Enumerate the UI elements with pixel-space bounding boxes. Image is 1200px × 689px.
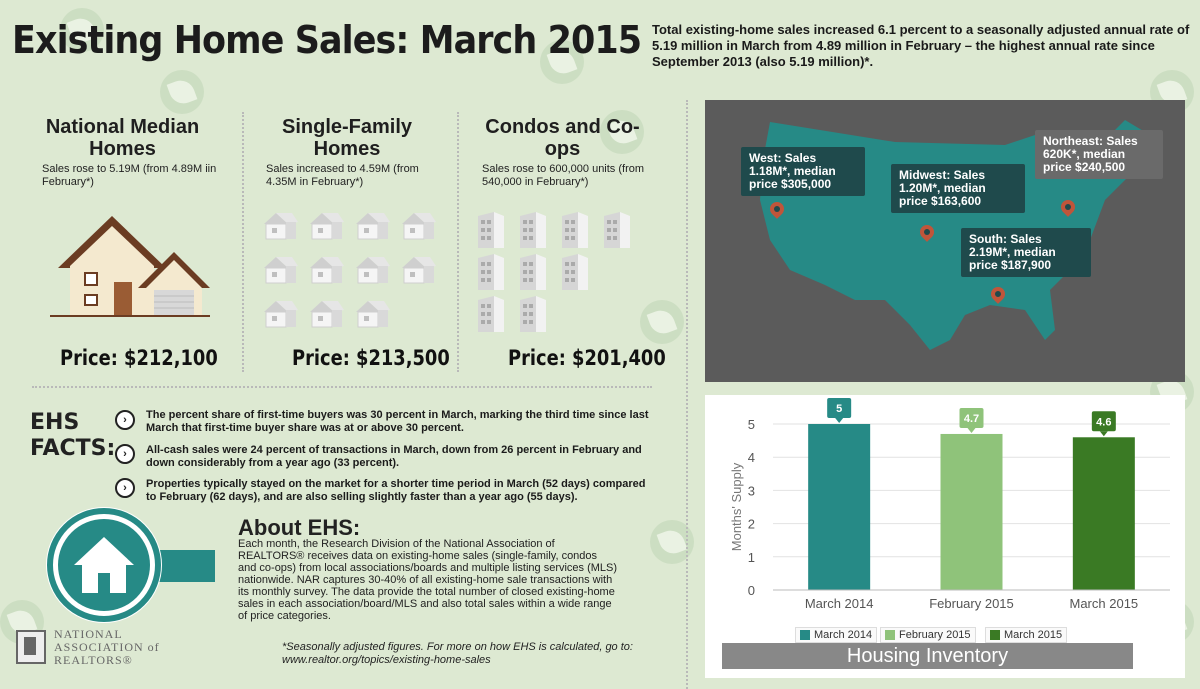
condo-building-icon xyxy=(604,212,630,248)
region-callout-northeast: Northeast: Sales 620K*, median price $24… xyxy=(1035,130,1163,179)
legend-swatch xyxy=(990,630,1000,640)
legend-item: February 2015 xyxy=(880,627,976,643)
bar xyxy=(1072,437,1135,590)
leaf-decoration xyxy=(540,40,584,84)
logo-line3: REALTORS® xyxy=(54,653,133,667)
condo-building-icon xyxy=(562,212,588,248)
price-single-family: Price: $213,500 xyxy=(292,346,450,370)
small-house-icon xyxy=(310,301,344,328)
condo-building-icon xyxy=(478,212,504,248)
section-divider xyxy=(32,386,652,388)
leaf-decoration xyxy=(60,8,104,52)
data-label-pointer xyxy=(835,418,844,423)
chart-footer-title: Housing Inventory xyxy=(722,643,1133,669)
y-tick-label: 4 xyxy=(748,450,755,465)
facts-heading: EHS FACTS: xyxy=(30,410,115,462)
data-label-box xyxy=(827,398,852,418)
chevron-right-icon: › xyxy=(115,410,135,430)
condo-building-icon xyxy=(478,296,504,332)
realtor-r-icon xyxy=(16,630,46,664)
data-label-pointer xyxy=(1099,431,1108,437)
fact-item: The percent share of first-time buyers w… xyxy=(146,409,649,434)
small-house-icon xyxy=(356,301,390,328)
data-label: 5 xyxy=(836,403,842,415)
house-icon xyxy=(50,216,210,317)
small-house-icon xyxy=(264,257,298,284)
column-title-national: National Median Homes xyxy=(45,116,200,160)
y-axis-label: Months' Supply xyxy=(729,462,744,551)
bar xyxy=(808,424,871,590)
y-tick-label: 3 xyxy=(748,483,755,498)
price-national: Price: $212,100 xyxy=(60,346,218,370)
home-circle-icon xyxy=(46,507,215,623)
logo-line2: ASSOCIATION of xyxy=(54,640,160,654)
condo-building-icon xyxy=(520,296,546,332)
small-house-icon xyxy=(310,257,344,284)
condo-building-icon xyxy=(520,254,546,290)
small-house-icon xyxy=(402,213,436,240)
data-label: 4.7 xyxy=(964,413,979,425)
legend-label: February 2015 xyxy=(899,629,971,641)
region-callout-west: West: Sales 1.18M*, median price $305,00… xyxy=(741,147,865,196)
legend-item: March 2015 xyxy=(985,627,1068,643)
chevron-right-icon: › xyxy=(115,478,135,498)
y-tick-label: 2 xyxy=(748,517,755,532)
data-label-pointer xyxy=(967,427,976,433)
x-tick-label: March 2014 xyxy=(805,596,874,611)
fact-item: All-cash sales were 24 percent of transa… xyxy=(146,444,642,469)
legend-item: March 2014 xyxy=(795,627,878,643)
leaf-decoration xyxy=(600,110,644,154)
legend-swatch xyxy=(885,630,895,640)
page-title: Existing Home Sales: March 2015 xyxy=(12,18,642,62)
small-house-icon xyxy=(356,213,390,240)
condo-building-icon xyxy=(478,254,504,290)
footnote: *Seasonally adjusted figures. For more o… xyxy=(282,641,633,666)
column-divider xyxy=(457,112,459,372)
small-house-icon xyxy=(264,301,298,328)
column-title-condos: Condos and Co-ops xyxy=(485,116,640,160)
chevron-right-icon: › xyxy=(115,444,135,464)
summary-text: Total existing-home sales increased 6.1 … xyxy=(652,22,1190,69)
bar-chart: 0 1 2 3 4 5 Months' Supply 5 March 2014 4.7 Februa… xyxy=(729,398,1170,611)
region-callout-south: South: Sales 2.19M*, median price $187,9… xyxy=(961,228,1091,277)
panel-divider xyxy=(686,100,688,689)
nar-logo: NATIONAL ASSOCIATION of REALTORS® xyxy=(16,627,236,670)
x-tick-label: March 2015 xyxy=(1070,596,1139,611)
regional-map-panel: West: Sales 1.18M*, median price $305,00… xyxy=(705,100,1185,382)
housing-inventory-chart: 0 1 2 3 4 5 Months' Supply 5 March 2014 4.7 Februa… xyxy=(705,395,1185,678)
column-note-national: Sales rose to 5.19M (from 4.89M iin Febr… xyxy=(42,163,217,188)
legend-swatch xyxy=(800,630,810,640)
legend-label: March 2015 xyxy=(1004,629,1063,641)
small-house-icon xyxy=(310,213,344,240)
column-note-condos: Sales rose to 600,000 units (from 540,00… xyxy=(482,163,645,188)
facts-heading-line1: EHS xyxy=(30,410,80,435)
fact-item: Properties typically stayed on the marke… xyxy=(146,478,646,503)
legend-label: March 2014 xyxy=(814,629,873,641)
column-note-single-family: Sales increased to 4.59M (from 4.35M in … xyxy=(266,163,419,188)
price-condos: Price: $201,400 xyxy=(508,346,666,370)
y-tick-label: 0 xyxy=(748,583,755,598)
leaf-decoration xyxy=(160,70,204,114)
x-tick-label: February 2015 xyxy=(929,596,1014,611)
y-tick-label: 5 xyxy=(748,417,755,432)
small-house-icon xyxy=(264,213,298,240)
condo-building-icon xyxy=(562,254,588,290)
data-label-box xyxy=(959,407,984,428)
data-label: 4.6 xyxy=(1096,416,1111,428)
column-divider xyxy=(242,112,244,372)
bar xyxy=(940,433,1003,590)
facts-heading-line2: FACTS: xyxy=(30,436,116,461)
region-callout-midwest: Midwest: Sales 1.20M*, median price $163… xyxy=(891,164,1025,213)
about-title: About EHS: xyxy=(238,515,361,540)
column-title-single-family: Single-Family Homes xyxy=(281,116,413,160)
small-house-icon xyxy=(402,257,436,284)
logo-line1: NATIONAL xyxy=(54,627,123,641)
condo-building-icon xyxy=(520,212,546,248)
small-house-icon xyxy=(356,257,390,284)
about-body: Each month, the Research Division of the… xyxy=(238,538,618,622)
data-label-box xyxy=(1091,411,1116,432)
leaf-decoration xyxy=(640,300,684,344)
y-tick-label: 1 xyxy=(748,550,755,565)
